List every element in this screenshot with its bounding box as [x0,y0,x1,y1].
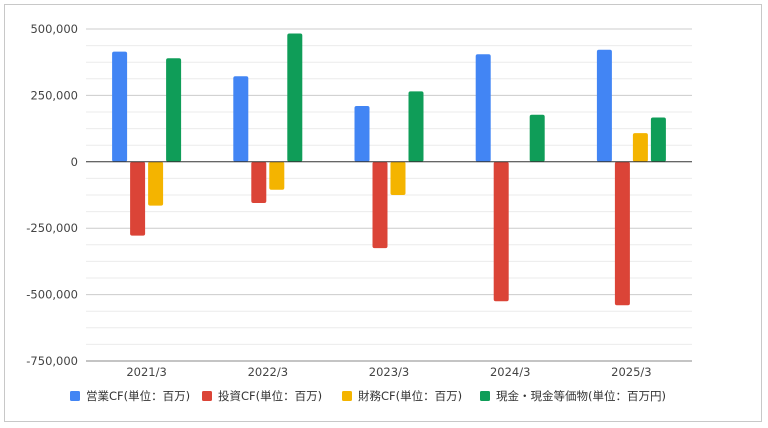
legend-swatch [342,391,352,401]
legend-label: 現金・現金等価物(単位：百万円) [496,389,666,403]
y-axis-ticks: 500,000 250,000 0 -250,000 -500,000 -750,000 [26,22,78,368]
bar-series-2-cat-1 [269,161,285,190]
legend-label: 財務CF(単位：百万) [358,389,462,403]
bar-series-1-cat-3 [493,161,509,302]
legend-item-0: 営業CF(単位：百万) [70,389,190,403]
bar-series-3-cat-1 [287,33,303,162]
legend-item-2: 財務CF(単位：百万) [342,389,462,403]
y-tick-label: -250,000 [26,221,78,235]
y-tick-label: 0 [71,155,78,169]
legend-label: 投資CF(単位：百万) [218,389,322,403]
bar-series-3-cat-0 [166,58,182,162]
y-tick-label: 250,000 [30,88,78,102]
legend-label: 営業CF(単位：百万) [86,389,190,403]
bar-series-1-cat-2 [372,161,388,249]
bars [112,33,666,306]
legend: 営業CF(単位：百万) 投資CF(単位：百万) 財務CF(単位：百万) 現金・現金等価… [70,389,666,403]
legend-item-3: 現金・現金等価物(単位：百万円) [480,389,666,403]
bar-series-2-cat-4 [632,133,648,162]
bar-series-0-cat-1 [233,76,249,162]
bar-series-1-cat-1 [251,161,267,203]
y-tick-label: 500,000 [30,22,78,36]
gridlines [86,28,692,362]
bar-series-3-cat-4 [650,117,666,162]
x-tick-label: 2025/3 [611,365,651,379]
legend-swatch [70,391,80,401]
x-tick-label: 2023/3 [369,365,409,379]
legend-swatch [202,391,212,401]
x-axis-ticks: 2021/3 2022/3 2023/3 2024/3 2025/3 [126,365,651,379]
bar-series-0-cat-4 [596,49,612,162]
bar-series-0-cat-0 [112,51,128,162]
bar-series-3-cat-3 [529,114,545,162]
x-tick-label: 2022/3 [248,365,288,379]
y-tick-label: -750,000 [26,354,78,368]
bar-series-1-cat-4 [614,161,630,306]
x-tick-label: 2024/3 [490,365,530,379]
y-tick-label: -500,000 [26,288,78,302]
bar-series-1-cat-0 [130,161,146,236]
bar-series-0-cat-3 [475,54,491,162]
bar-series-0-cat-2 [354,106,370,162]
x-tick-label: 2021/3 [126,365,166,379]
bar-series-2-cat-0 [148,161,164,206]
bar-series-2-cat-2 [390,161,406,195]
legend-item-1: 投資CF(単位：百万) [202,389,322,403]
bar-series-3-cat-2 [408,91,424,162]
legend-swatch [480,391,490,401]
